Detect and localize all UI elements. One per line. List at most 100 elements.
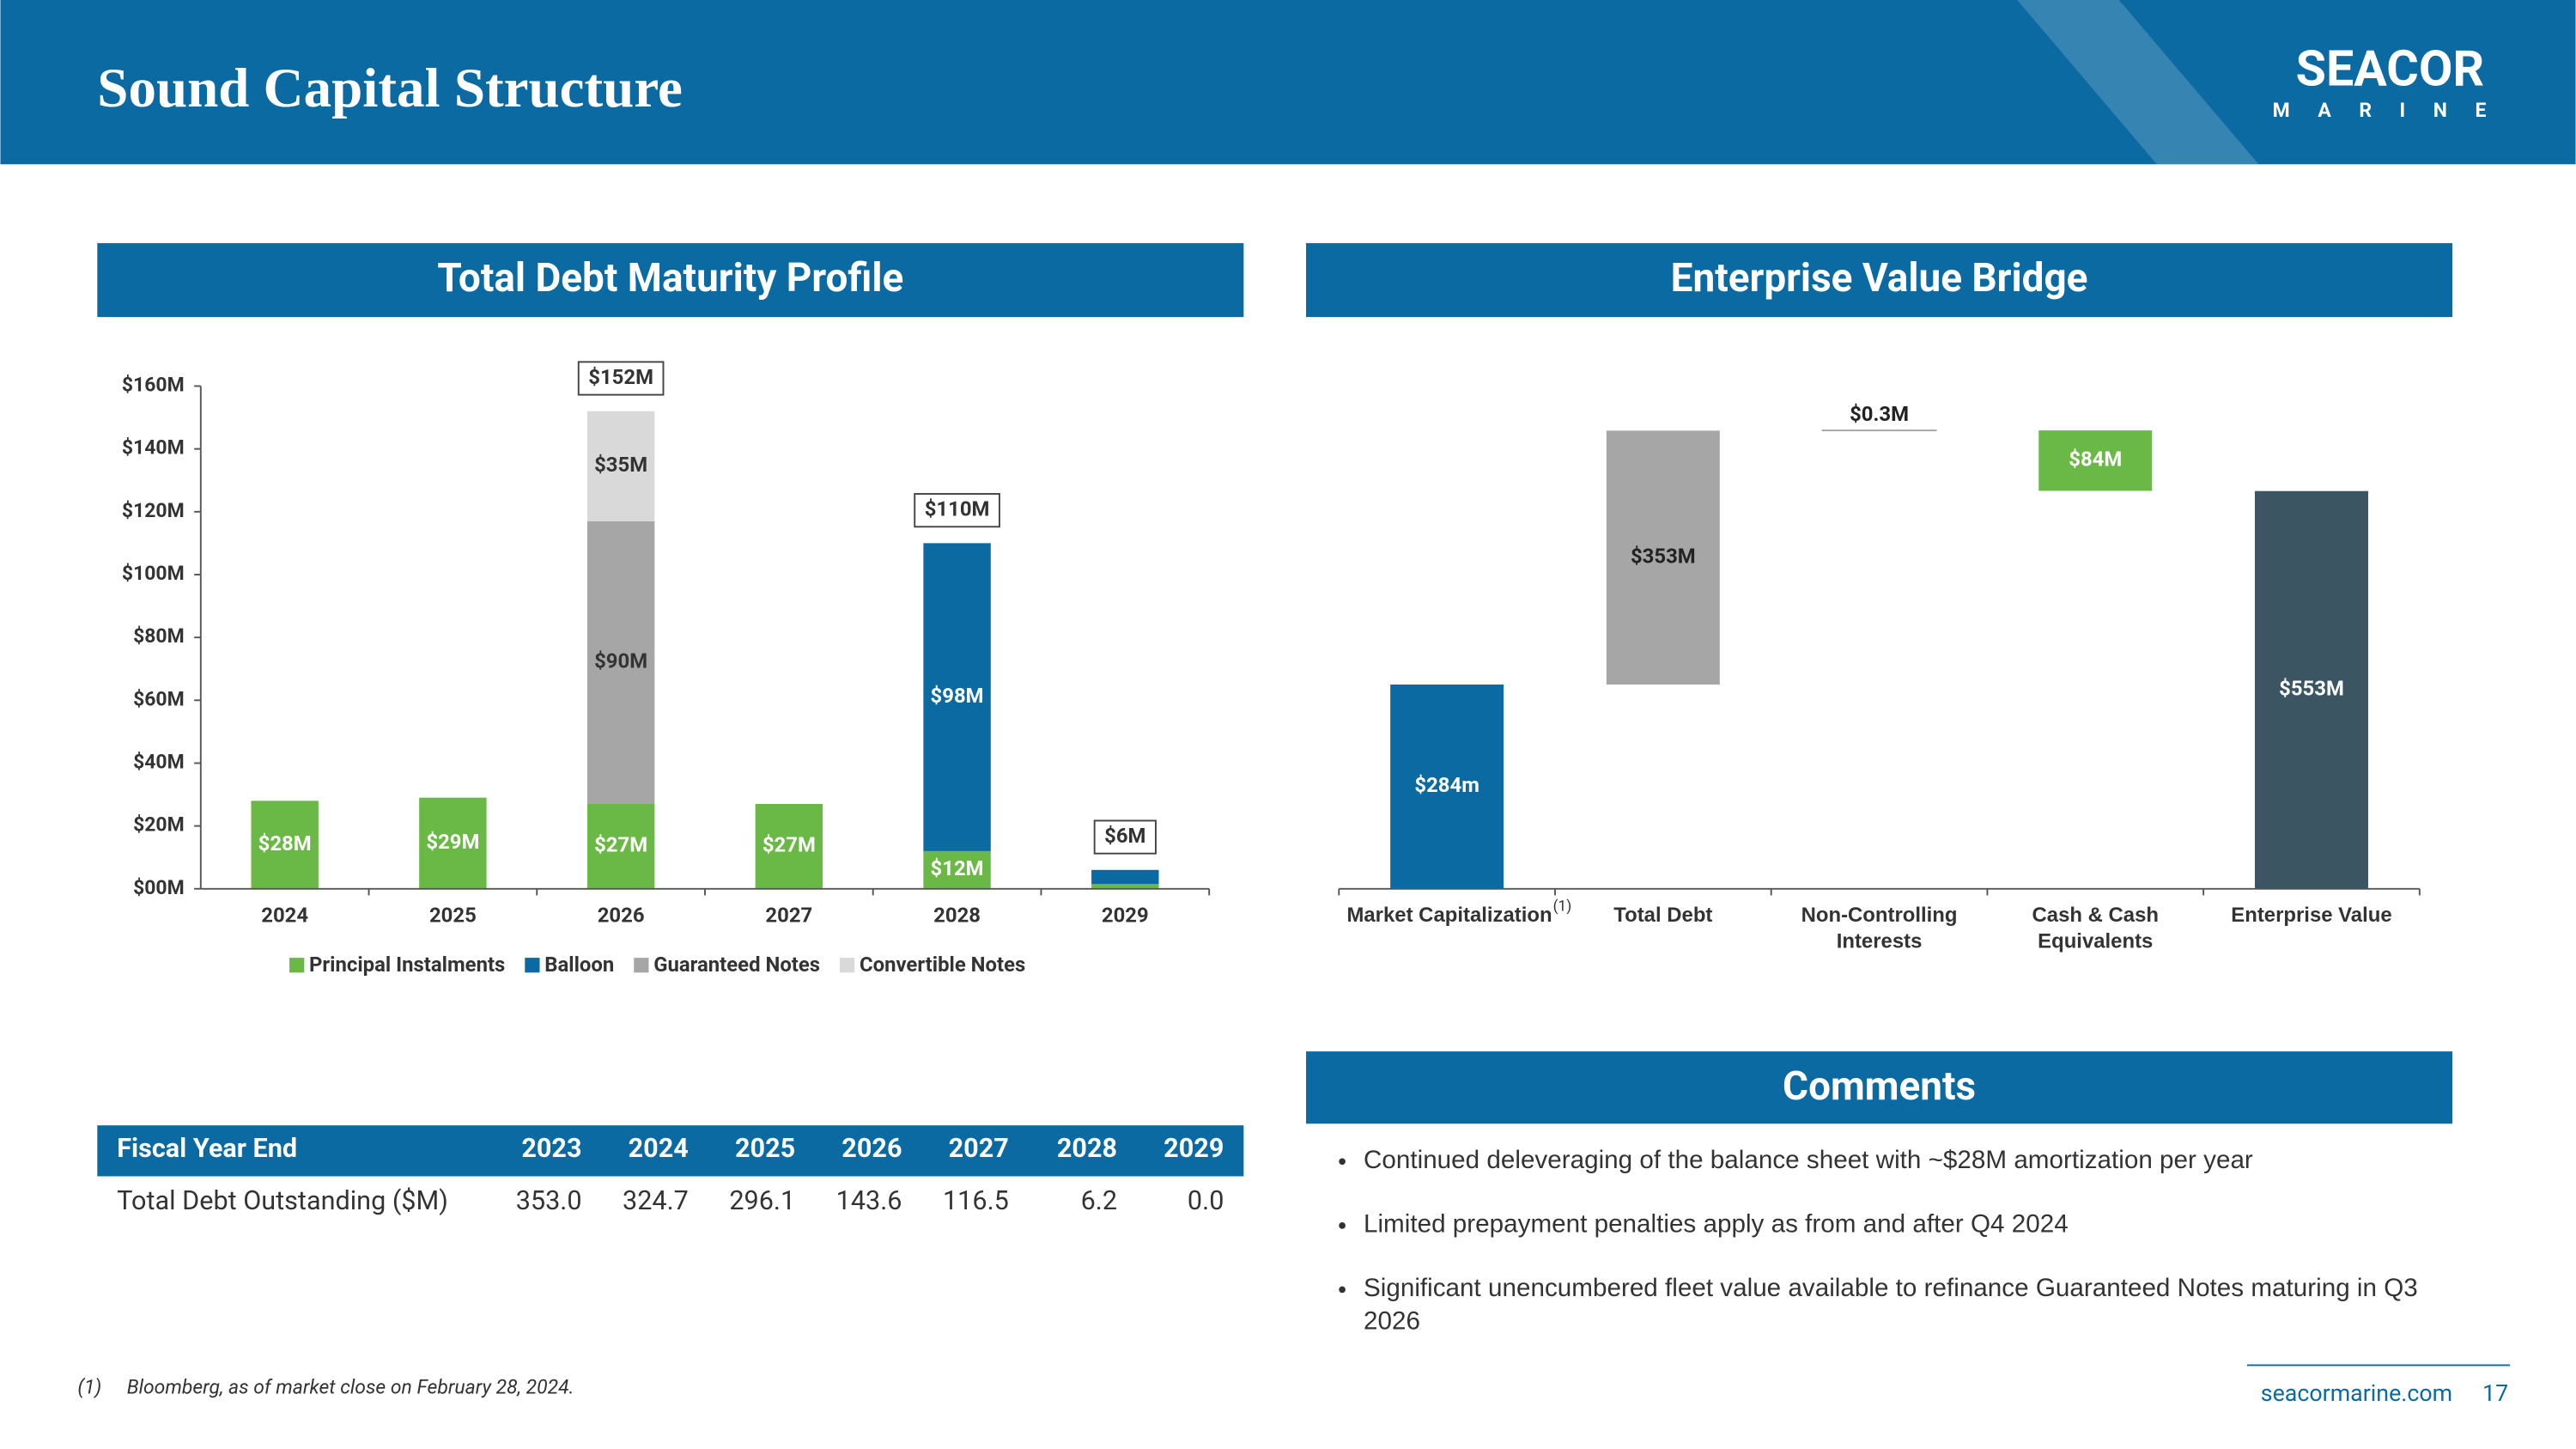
data-label: $98M <box>931 684 984 708</box>
table-cell: 324.7 <box>623 1186 689 1216</box>
bar-segment <box>1091 869 1159 885</box>
footer-url: seacormarine.com <box>2261 1379 2452 1407</box>
comment: Continued deleveraging of the balance sh… <box>1364 1145 2456 1178</box>
data-label: $0.3M <box>1850 402 1909 426</box>
logo-sub: MARINE <box>2273 99 2514 122</box>
table-header-cell: 2028 <box>1057 1134 1117 1164</box>
total-label: $110M <box>925 496 990 521</box>
bar-segment <box>586 804 655 889</box>
data-label: $553M <box>2279 677 2344 701</box>
data-label: $84M <box>2069 447 2122 472</box>
y-tick-label: $40M <box>133 751 185 774</box>
data-label: $35M <box>594 453 647 477</box>
x-tick-label: Non-Controlling Interests <box>1801 903 1958 953</box>
data-label: $353M <box>1631 544 1696 568</box>
x-tick-label: 2028 <box>933 904 981 928</box>
bar-segment <box>923 850 991 889</box>
total-box <box>1093 819 1157 855</box>
y-tick-label: $00M <box>133 876 185 899</box>
section-title: Total Debt Maturity Profile <box>437 255 903 301</box>
y-tick-label: $80M <box>133 624 185 648</box>
table-header-cell: 2026 <box>841 1134 902 1164</box>
header-stripe <box>2017 0 2259 165</box>
slide-title: Sound Capital Structure <box>97 58 683 119</box>
x-tick-label-box: Enterprise Value <box>2231 903 2392 927</box>
footnote-marker: (1) <box>77 1375 101 1398</box>
x-tick-label: 2025 <box>429 904 477 928</box>
data-label: $27M <box>762 833 816 857</box>
comment: Significant unencumbered fleet value ava… <box>1364 1273 2456 1339</box>
total-box <box>577 361 665 396</box>
legend-swatch <box>525 958 540 973</box>
legend-label: Principal Instalments <box>309 953 505 977</box>
data-label: $28M <box>258 831 312 855</box>
bar <box>1390 684 1504 889</box>
logo: SEACOR <box>2296 40 2485 98</box>
header-band <box>0 0 2576 165</box>
legend-label: Guaranteed Notes <box>653 953 820 977</box>
x-tick-label: 2024 <box>261 904 308 928</box>
bar-segment <box>755 804 823 889</box>
legend-swatch <box>840 958 855 973</box>
table-header-cell: 2027 <box>949 1134 1009 1164</box>
category-note: (1) <box>1553 898 1572 915</box>
x-tick-label: Total Debt <box>1613 903 1713 927</box>
y-tick-label: $20M <box>133 813 185 837</box>
data-label: $284m <box>1414 773 1479 797</box>
y-tick-label: $100M <box>122 562 185 585</box>
y-tick-label: $120M <box>122 499 185 522</box>
bar-segment <box>419 797 487 889</box>
x-tick-label: 2026 <box>598 904 645 928</box>
total-label: $152M <box>588 365 653 389</box>
y-tick-label: $160M <box>122 374 185 397</box>
table-header-cell: Fiscal Year End <box>117 1134 297 1164</box>
section-band <box>97 243 1244 318</box>
section-band <box>1306 1051 2453 1124</box>
bar-segment <box>251 801 319 889</box>
x-tick-label: Market Capitalization <box>1346 903 1552 927</box>
y-tick-label: $140M <box>122 436 185 460</box>
total-label: $6M <box>1104 824 1145 848</box>
legend-swatch <box>289 958 305 973</box>
bar-segment <box>586 411 655 521</box>
x-tick-label-box: Market Capitalization <box>1346 903 1552 927</box>
bar-segment <box>1091 884 1159 889</box>
bar-segment <box>923 543 991 851</box>
x-tick-label-box: Total Debt <box>1613 903 1713 927</box>
x-tick-label: 2029 <box>1102 904 1149 928</box>
table-header-cell: 2023 <box>521 1134 581 1164</box>
table-cell: 116.5 <box>943 1186 1009 1216</box>
bar-segment <box>586 521 655 805</box>
table-cell: 6.2 <box>1081 1186 1117 1216</box>
table-cell: 0.0 <box>1188 1186 1224 1216</box>
table-cell: 353.0 <box>516 1186 582 1216</box>
x-tick-label-box: Cash & Cash Equivalents <box>2032 903 2159 953</box>
table-header-cell: 2025 <box>735 1134 795 1164</box>
data-label: $90M <box>594 649 647 673</box>
data-label: $27M <box>594 833 647 857</box>
section-title: Enterprise Value Bridge <box>1671 255 2088 301</box>
table-header-cell: 2029 <box>1163 1134 1224 1164</box>
page-number: 17 <box>2482 1379 2508 1407</box>
bar <box>2255 490 2368 889</box>
y-tick-label: $60M <box>133 687 185 710</box>
x-tick-label: 2027 <box>765 904 812 928</box>
comments-list: Continued deleveraging of the balance sh… <box>1322 1145 2456 1339</box>
footnote: Bloomberg, as of market close on Februar… <box>127 1375 574 1398</box>
legend-swatch <box>634 958 649 973</box>
bar <box>1606 430 1720 685</box>
comments-box: Continued deleveraging of the balance sh… <box>1322 1145 2456 1359</box>
x-tick-label-box: Non-Controlling Interests <box>1801 903 1958 953</box>
table-cell: 143.6 <box>836 1186 902 1216</box>
bar <box>2038 430 2153 491</box>
section-band <box>1306 243 2453 318</box>
comment: Limited prepayment penalties apply as fr… <box>1364 1209 2456 1242</box>
table-cell: Total Debt Outstanding ($M) <box>117 1186 448 1216</box>
x-tick-label: Enterprise Value <box>2231 903 2392 927</box>
data-label: $12M <box>931 856 984 880</box>
section-title: Comments <box>1783 1063 1976 1110</box>
x-tick-label: Cash & Cash Equivalents <box>2032 903 2159 953</box>
table-header-band <box>97 1125 1244 1177</box>
